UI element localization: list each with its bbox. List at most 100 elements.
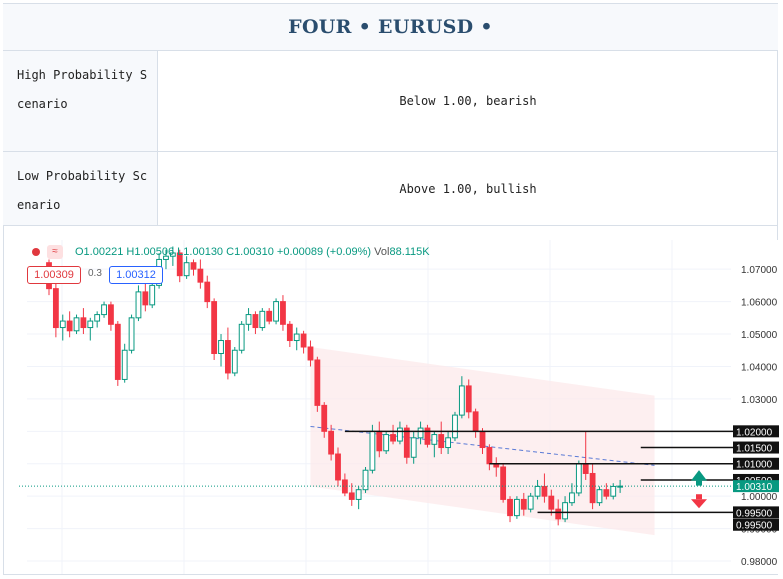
candle-body — [245, 314, 252, 325]
candle — [390, 424, 396, 445]
candle — [500, 463, 507, 503]
candle — [59, 314, 66, 341]
candle-body — [169, 252, 176, 257]
candle — [520, 492, 527, 516]
price-axis-label: 1.07000 — [741, 265, 778, 276]
candle-body — [266, 310, 273, 322]
candle-body — [520, 498, 527, 510]
trend-line — [310, 425, 655, 466]
candle-body — [231, 349, 238, 374]
candle-body — [403, 427, 410, 458]
chart-canvas[interactable]: 1.07000 1.06000 1.05000 1.04000 1.03000 1.020… — [19, 240, 779, 574]
price-chart[interactable]: 1.07000 1.06000 1.05000 1.04000 1.03000 1.020… — [19, 240, 779, 574]
row-value: Below 1.00, bearish — [399, 94, 537, 108]
candle — [431, 431, 438, 458]
candle-body — [431, 434, 438, 445]
candle — [527, 492, 534, 513]
candle-body — [445, 437, 452, 449]
candle — [603, 483, 610, 500]
candle — [575, 460, 582, 497]
price-axis-label: 1.00000 — [741, 492, 778, 503]
candle-body — [238, 323, 245, 351]
price-axis-label: 1.04000 — [741, 362, 778, 373]
candle-body — [362, 469, 369, 491]
candle — [176, 249, 183, 283]
price-tag-box — [733, 425, 779, 438]
candle — [197, 259, 204, 289]
candle — [135, 285, 142, 322]
price-tag-box — [733, 506, 779, 519]
candle-body — [307, 346, 314, 361]
price-tag-box — [733, 480, 779, 493]
price-tag-label: 0.99500 — [736, 508, 773, 519]
candle — [190, 259, 197, 276]
candle-body — [135, 291, 142, 319]
candle-body — [507, 498, 513, 517]
price-tag-label: 1.01500 — [736, 444, 773, 455]
candle-body — [314, 359, 321, 406]
candle — [218, 334, 224, 367]
row-value: Above 1.00, bullish — [399, 181, 537, 196]
candle-body — [101, 304, 107, 316]
candle-body — [190, 262, 197, 270]
candle — [424, 424, 431, 448]
candle — [397, 421, 403, 445]
live-status-dot — [32, 248, 40, 256]
candle — [348, 483, 355, 506]
sell-price-button[interactable]: 1.00309 — [27, 266, 81, 284]
candle-body — [259, 310, 266, 329]
page-title: FOUR • EURUSD • — [288, 16, 493, 38]
candle-body — [211, 301, 218, 354]
price-axis-label: 1.05000 — [741, 330, 778, 341]
candle — [293, 327, 300, 351]
candle-body — [548, 495, 555, 510]
candle — [300, 330, 307, 354]
candle-body — [383, 434, 390, 452]
candle-body — [293, 333, 300, 342]
candle-body — [562, 502, 568, 520]
candle-body — [603, 489, 610, 497]
candle-body — [500, 466, 507, 500]
candle — [458, 376, 465, 419]
candle-body — [555, 508, 562, 520]
candle-body — [575, 463, 582, 494]
candle-body — [617, 485, 624, 488]
candle — [163, 249, 169, 270]
candle-body — [52, 288, 59, 329]
price-tag-box — [733, 457, 779, 470]
candle — [101, 301, 107, 318]
candle-body — [465, 385, 472, 413]
candle-body — [121, 349, 128, 380]
table-row: Low Probability Scenario Above 1.00, bul… — [3, 152, 778, 226]
candle — [121, 343, 128, 383]
candle — [80, 308, 87, 335]
candle — [513, 496, 520, 519]
ohlc-open: O1.00221 — [75, 246, 124, 258]
candle — [417, 421, 424, 445]
candle-body — [534, 485, 541, 497]
buy-price-button[interactable]: 1.00312 — [109, 266, 163, 284]
candle — [128, 314, 135, 354]
candle — [507, 496, 513, 523]
candle — [94, 311, 101, 328]
candle-body — [348, 492, 355, 500]
candle — [410, 431, 417, 464]
candle-body — [204, 281, 211, 303]
candle-body — [142, 291, 149, 306]
candle — [362, 466, 369, 493]
candle-body — [390, 434, 396, 442]
candle-body — [108, 304, 114, 325]
ohlc-high: H1.00506 — [126, 246, 175, 258]
candle — [383, 431, 390, 455]
candle — [307, 340, 314, 367]
candle — [149, 282, 156, 309]
candle — [569, 483, 575, 506]
arrow-up-icon — [696, 480, 702, 486]
row-label: High Probability Scenario — [3, 51, 158, 151]
candle — [266, 308, 273, 325]
price-tag-label: 1.00310 — [736, 482, 773, 493]
candle — [438, 421, 445, 455]
candle — [204, 275, 211, 309]
candle — [273, 298, 279, 325]
candle-body — [513, 498, 520, 517]
